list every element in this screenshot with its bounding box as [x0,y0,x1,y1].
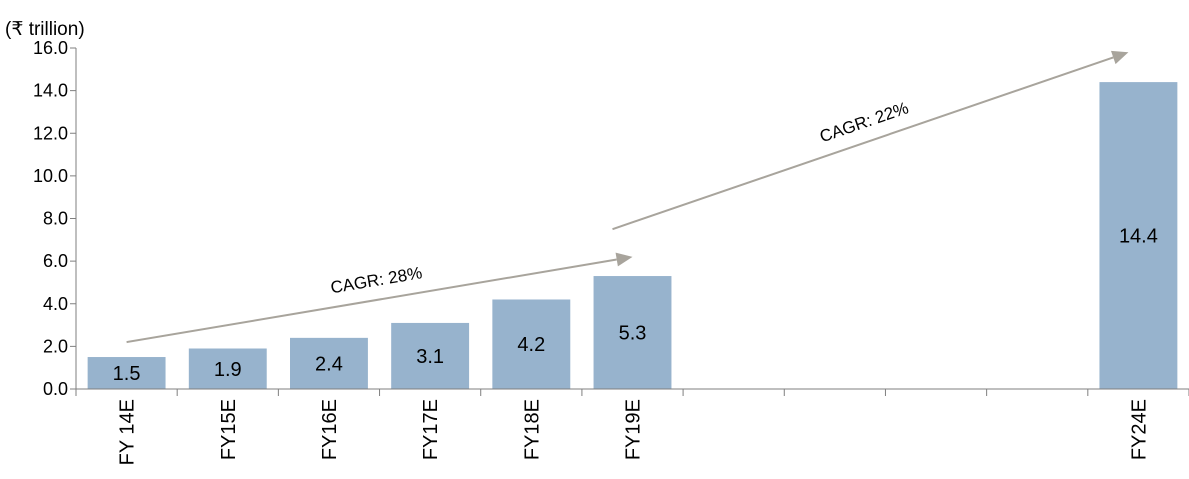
y-tick-label: 16.0 [33,38,68,58]
bar-data-label: 14.4 [1119,226,1158,248]
x-tick-label: FY17E [420,399,442,460]
bar [593,276,672,389]
bar [87,357,166,389]
y-tick-label: 12.0 [33,123,68,143]
bar [492,299,571,389]
bar-data-label: 4.2 [517,334,545,356]
cagr-annotation-label: CAGR: 28% [329,263,423,297]
x-axis: FY 14E FY15E FY16E FY17E FY18E FY19E FY24E [75,388,1189,465]
bar-data-label: 1.9 [214,359,242,381]
bar [1099,82,1178,389]
y-tick-label: 6.0 [43,251,68,271]
x-tick-label: FY15E [218,399,240,460]
bars: 1.5 1.9 2.4 3.1 4.2 5.3 14.4 [87,82,1178,389]
bar-data-label: 1.5 [113,363,141,385]
cagr-arrow-head [615,252,633,267]
y-tick-label: 14.0 [33,81,68,101]
cagr-arrow-head [1111,50,1129,65]
bar [188,348,267,389]
bar-data-label: 5.3 [619,323,647,345]
cagr-arrow-line [612,56,1114,231]
y-tick-label: 8.0 [43,209,68,229]
x-tick-label: FY16E [319,399,341,460]
cagr-arrow-line [126,258,617,344]
y-tick-label: 2.0 [43,336,68,356]
y-tick-label: 10.0 [33,166,68,186]
bar-data-label: 2.4 [315,353,343,375]
bar [289,337,368,389]
y-tick-label: 4.0 [43,294,68,314]
bar [391,322,470,389]
y-tick-label: 0.0 [43,379,68,399]
y-axis: 0.0 2.0 4.0 6.0 8.0 10.0 12.0 14.0 16.0 [33,38,77,399]
x-tick-label: FY19E [623,399,645,460]
bar-data-label: 3.1 [416,346,444,368]
y-axis-unit-label: (₹ trillion) [5,19,85,40]
x-tick-label: FY18E [521,399,543,460]
cagr-annotation-label: CAGR: 22% [817,98,911,146]
x-tick-label: FY 14E [117,399,139,465]
x-tick-label: FY24E [1128,399,1150,460]
